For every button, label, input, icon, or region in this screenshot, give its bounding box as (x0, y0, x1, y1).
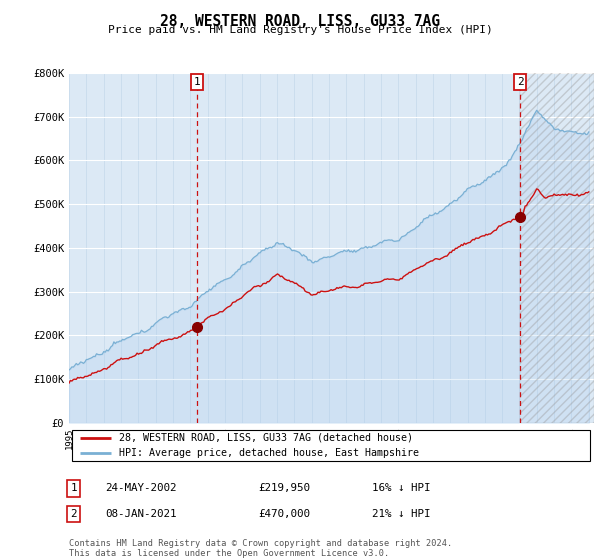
Text: 28, WESTERN ROAD, LISS, GU33 7AG: 28, WESTERN ROAD, LISS, GU33 7AG (160, 14, 440, 29)
Text: 08-JAN-2021: 08-JAN-2021 (105, 509, 176, 519)
Text: 2: 2 (517, 77, 524, 87)
Text: 28, WESTERN ROAD, LISS, GU33 7AG (detached house): 28, WESTERN ROAD, LISS, GU33 7AG (detach… (119, 433, 413, 443)
Text: 24-MAY-2002: 24-MAY-2002 (105, 483, 176, 493)
Text: 1: 1 (70, 483, 77, 493)
Text: 16% ↓ HPI: 16% ↓ HPI (372, 483, 431, 493)
Text: 21% ↓ HPI: 21% ↓ HPI (372, 509, 431, 519)
Text: £470,000: £470,000 (258, 509, 310, 519)
Text: £219,950: £219,950 (258, 483, 310, 493)
Text: HPI: Average price, detached house, East Hampshire: HPI: Average price, detached house, East… (119, 448, 419, 458)
Text: 1: 1 (193, 77, 200, 87)
Text: 2: 2 (70, 509, 77, 519)
FancyBboxPatch shape (71, 430, 590, 461)
Text: Contains HM Land Registry data © Crown copyright and database right 2024.
This d: Contains HM Land Registry data © Crown c… (69, 539, 452, 558)
Text: Price paid vs. HM Land Registry's House Price Index (HPI): Price paid vs. HM Land Registry's House … (107, 25, 493, 35)
